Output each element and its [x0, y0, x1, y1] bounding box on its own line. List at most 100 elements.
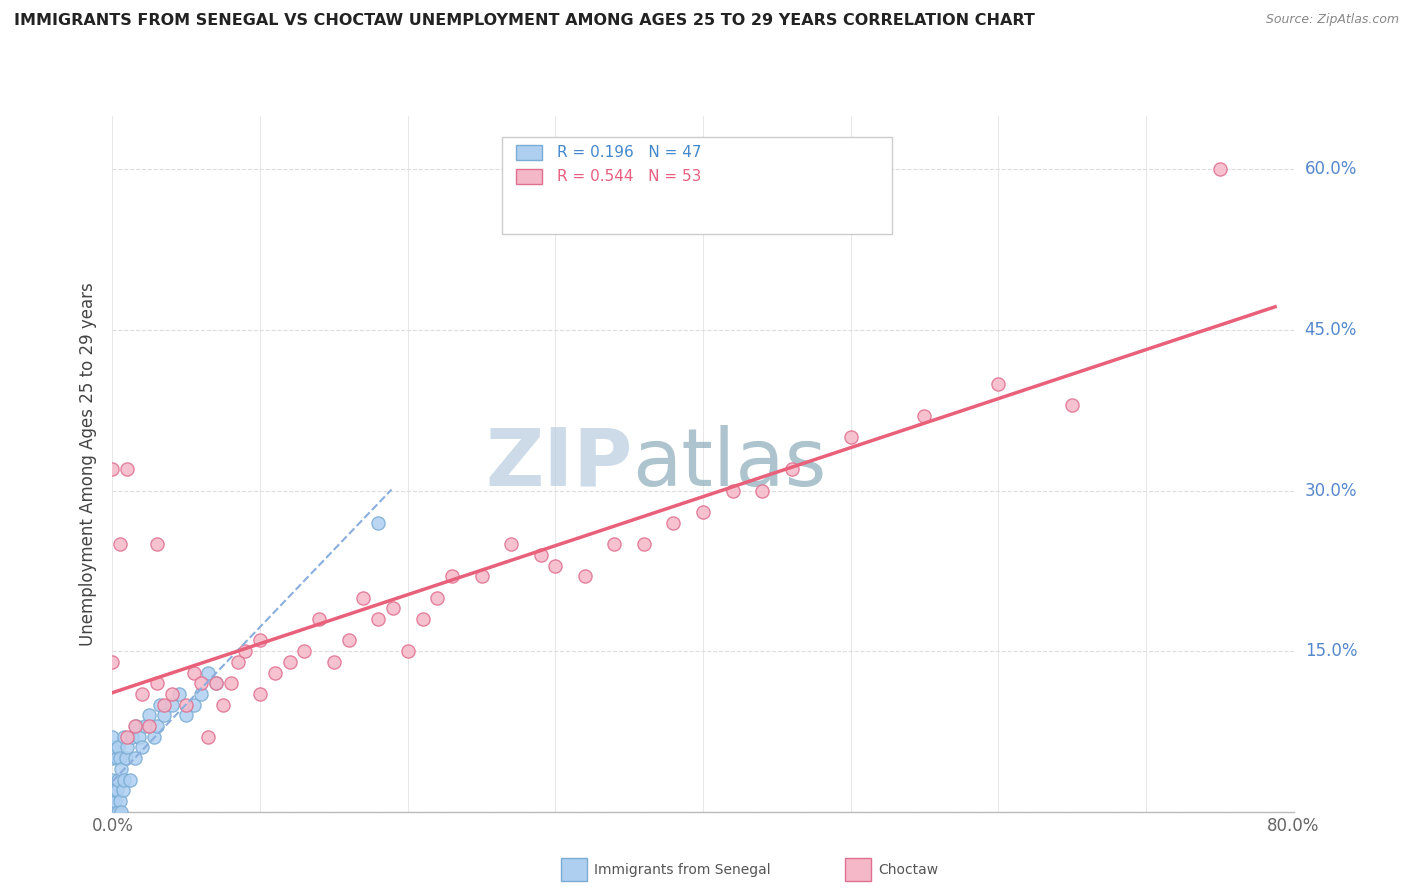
Text: R = 0.196   N = 47: R = 0.196 N = 47 — [557, 145, 702, 161]
Bar — [561, 858, 588, 881]
Point — [142, 730, 165, 744]
Point — [101, 751, 124, 765]
Point — [131, 687, 153, 701]
Point — [441, 569, 464, 583]
Point — [352, 591, 374, 605]
Point — [112, 730, 135, 744]
Point — [212, 698, 235, 712]
Point — [174, 698, 197, 712]
Point — [662, 516, 685, 530]
Point — [367, 612, 389, 626]
Text: IMMIGRANTS FROM SENEGAL VS CHOCTAW UNEMPLOYMENT AMONG AGES 25 TO 29 YEARS CORREL: IMMIGRANTS FROM SENEGAL VS CHOCTAW UNEMP… — [14, 13, 1035, 29]
Point — [105, 751, 128, 765]
Point — [721, 483, 744, 498]
Point — [128, 730, 150, 744]
Point — [367, 516, 389, 530]
Point — [337, 633, 360, 648]
Point — [603, 537, 626, 551]
Point — [107, 805, 129, 819]
Point — [124, 719, 146, 733]
Y-axis label: Unemployment Among Ages 25 to 29 years: Unemployment Among Ages 25 to 29 years — [79, 282, 97, 646]
Point — [117, 462, 138, 476]
Point — [101, 462, 124, 476]
Point — [117, 740, 138, 755]
Point — [104, 783, 127, 797]
Point — [101, 740, 124, 755]
Point — [544, 558, 567, 573]
Point — [114, 751, 136, 765]
Point — [146, 537, 169, 551]
Point — [264, 665, 287, 680]
Point — [107, 740, 129, 755]
Point — [112, 772, 135, 787]
Point — [101, 783, 124, 797]
Point — [183, 665, 205, 680]
Point — [153, 708, 176, 723]
Point — [117, 730, 138, 744]
Point — [529, 548, 551, 562]
Point — [233, 644, 256, 658]
Point — [633, 537, 655, 551]
Point — [501, 537, 523, 551]
Point — [249, 633, 271, 648]
Point — [160, 687, 183, 701]
Point — [101, 794, 124, 808]
Text: 60.0%: 60.0% — [1305, 161, 1357, 178]
Point — [308, 612, 330, 626]
Text: Choctaw: Choctaw — [877, 863, 938, 877]
Text: R = 0.544   N = 53: R = 0.544 N = 53 — [557, 169, 702, 184]
Point — [780, 462, 803, 476]
Point — [205, 676, 228, 690]
Point — [751, 483, 773, 498]
Point — [1062, 398, 1084, 412]
Point — [160, 698, 183, 712]
Point — [174, 708, 197, 723]
Point — [914, 409, 936, 423]
Point — [426, 591, 449, 605]
Point — [839, 430, 862, 444]
Text: 30.0%: 30.0% — [1305, 482, 1357, 500]
Point — [125, 719, 148, 733]
Bar — [516, 169, 543, 184]
Point — [692, 505, 714, 519]
Point — [124, 751, 146, 765]
Point — [110, 762, 132, 776]
Point — [120, 772, 142, 787]
Point — [197, 665, 219, 680]
Point — [101, 772, 124, 787]
Point — [110, 805, 132, 819]
Point — [131, 740, 153, 755]
Point — [249, 687, 271, 701]
Point — [107, 772, 129, 787]
Point — [323, 655, 346, 669]
Point — [101, 805, 124, 819]
Point — [987, 376, 1010, 391]
Point — [190, 676, 212, 690]
Point — [1208, 162, 1232, 177]
Point — [101, 730, 124, 744]
Point — [146, 719, 169, 733]
Point — [190, 687, 212, 701]
Point — [574, 569, 596, 583]
Text: ZIP: ZIP — [485, 425, 633, 503]
Point — [183, 698, 205, 712]
Point — [278, 655, 301, 669]
Bar — [845, 858, 870, 881]
Point — [108, 537, 131, 551]
Point — [138, 708, 160, 723]
Point — [470, 569, 494, 583]
Point — [101, 655, 124, 669]
Point — [146, 676, 169, 690]
Point — [138, 719, 160, 733]
Point — [292, 644, 315, 658]
Point — [382, 601, 405, 615]
Bar — [502, 136, 891, 235]
Point — [396, 644, 419, 658]
Point — [108, 794, 131, 808]
Point — [104, 805, 127, 819]
Point — [121, 730, 143, 744]
Point — [105, 783, 128, 797]
Point — [149, 698, 172, 712]
Point — [101, 805, 124, 819]
Point — [104, 794, 127, 808]
